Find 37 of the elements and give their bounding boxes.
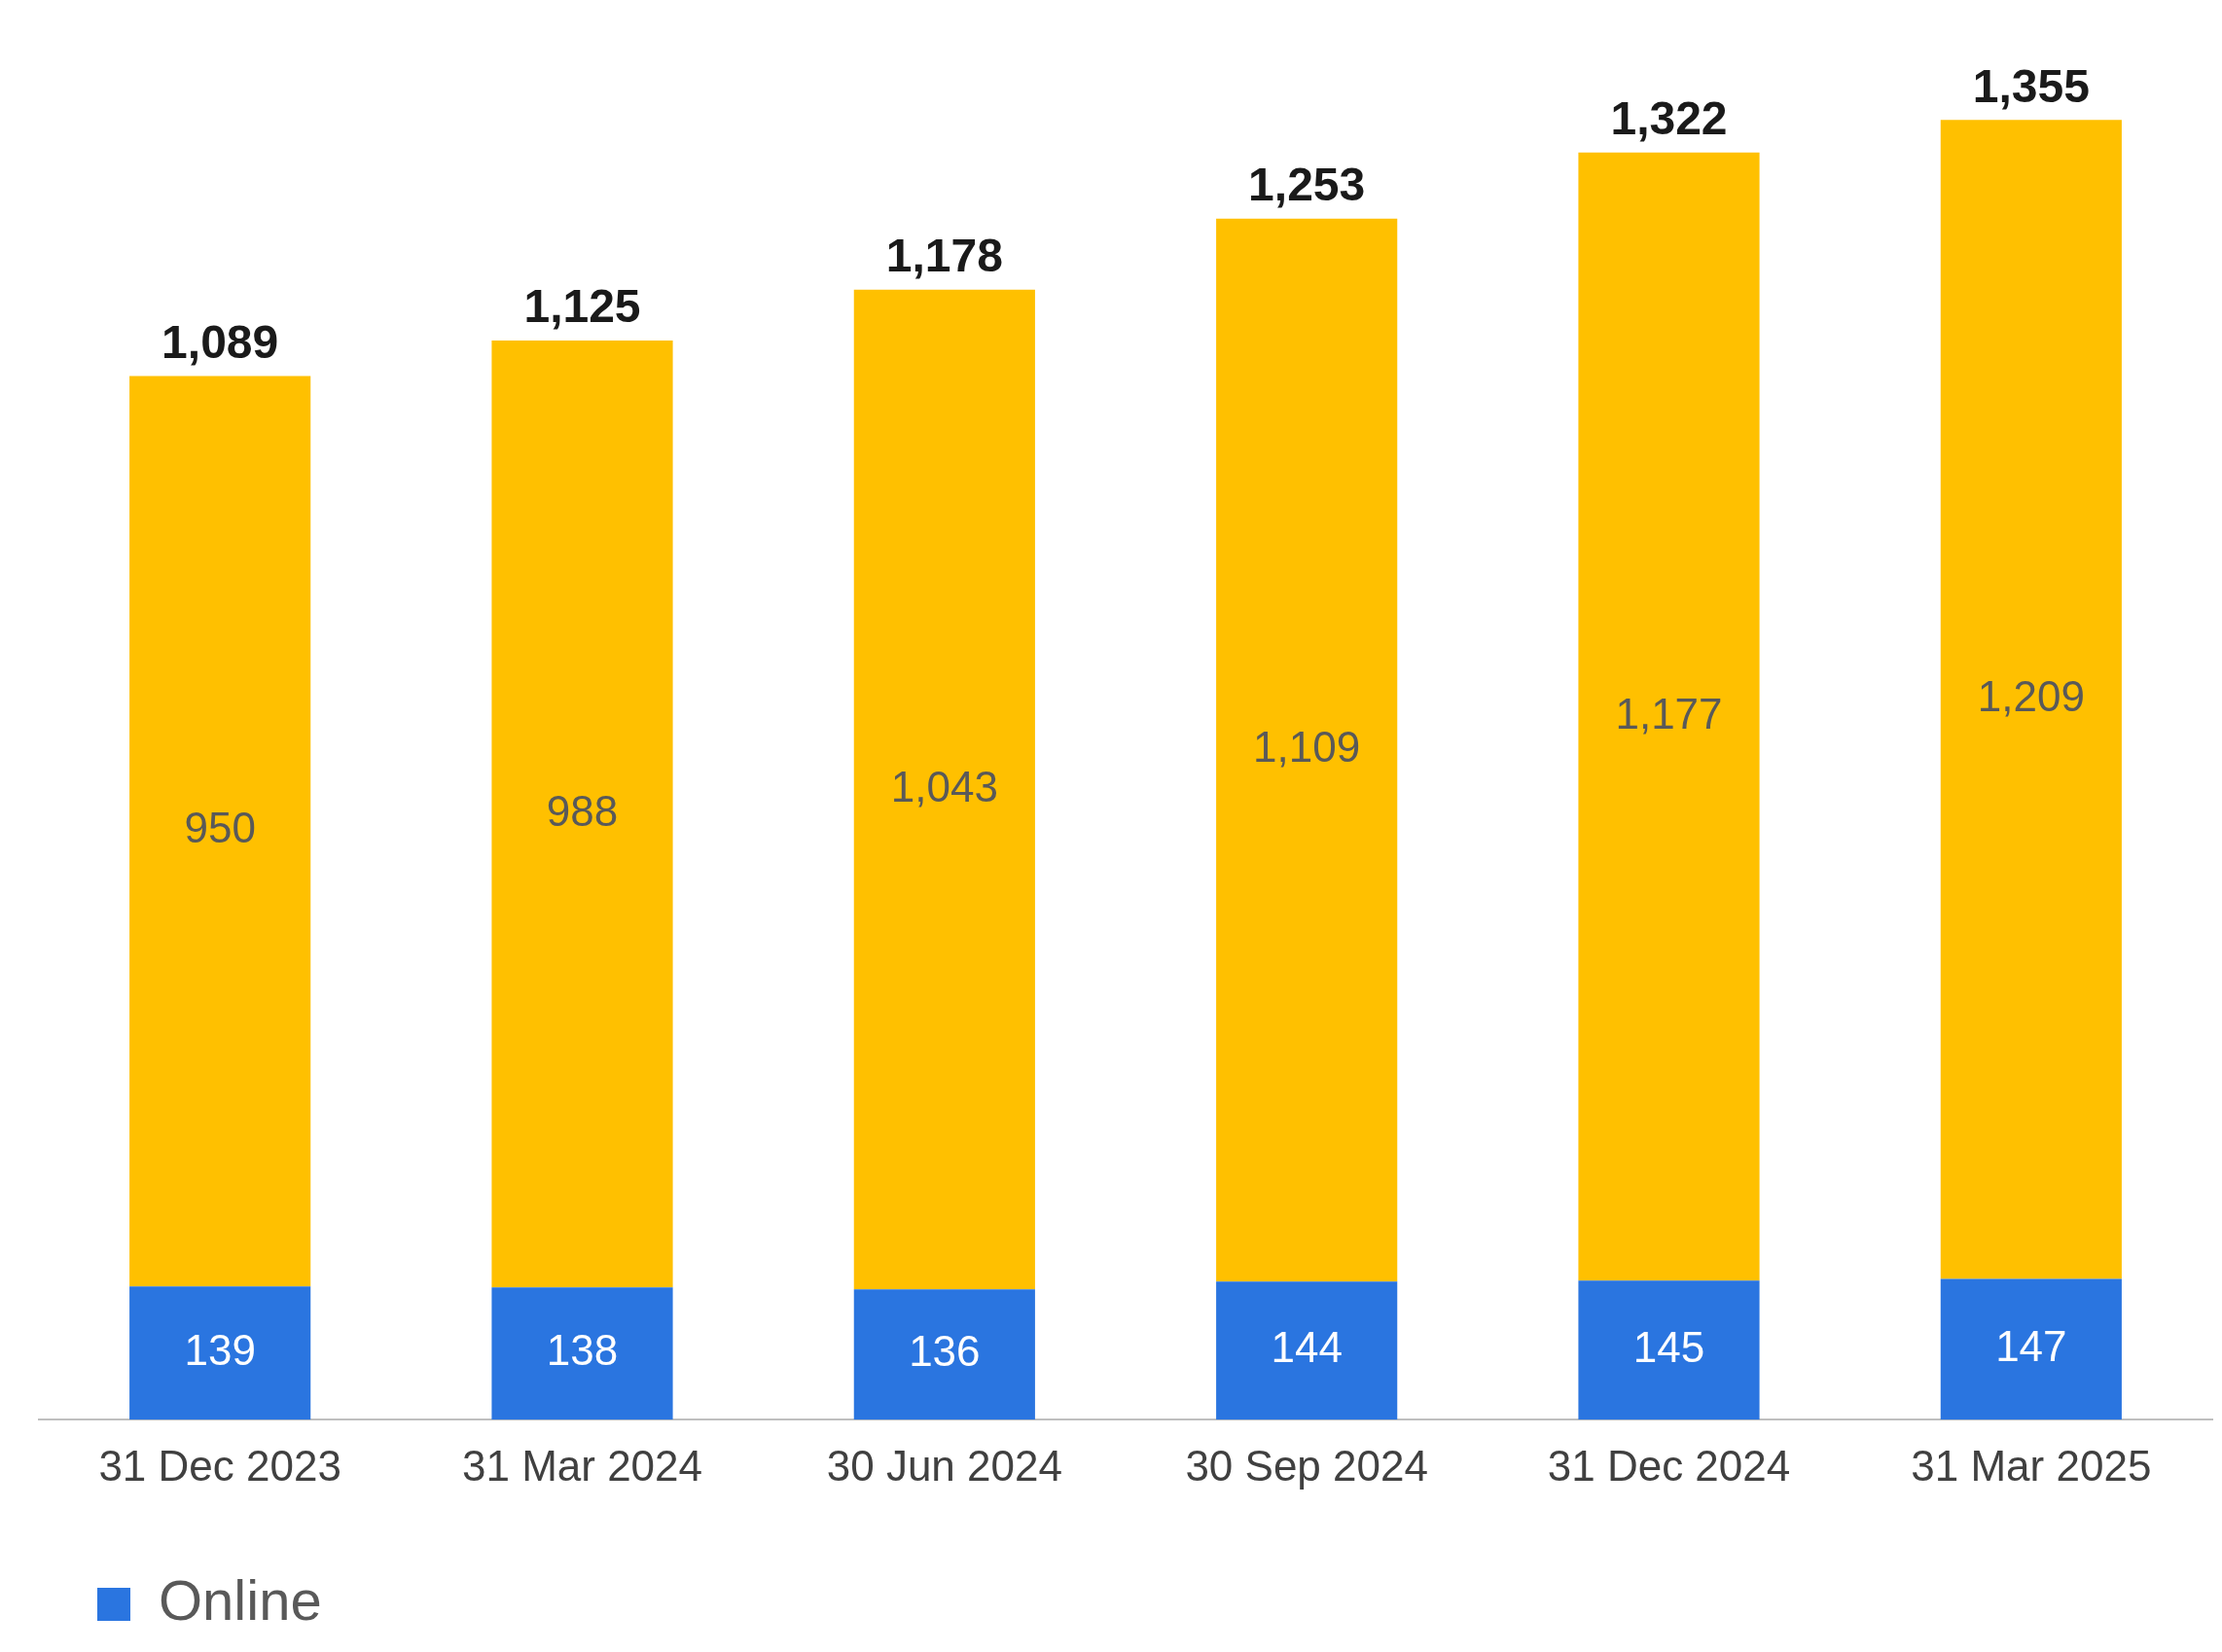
bar — [1578, 1280, 1760, 1420]
total-label: 1,322 — [1610, 92, 1728, 145]
bar — [853, 289, 1035, 1290]
data-label: 1,109 — [1253, 723, 1361, 772]
bar — [129, 1286, 311, 1420]
data-label: 1,209 — [1977, 672, 2085, 721]
bar — [129, 376, 311, 1287]
data-label: 139 — [184, 1325, 256, 1374]
x-tick-label: 31 Mar 2024 — [461, 1441, 703, 1490]
x-tick-label: 30 Sep 2024 — [1185, 1441, 1428, 1490]
data-label: 950 — [184, 804, 256, 852]
bar — [853, 1289, 1035, 1420]
data-label: 1,043 — [890, 762, 998, 810]
data-label: 988 — [546, 786, 619, 835]
data-label: 1,177 — [1615, 689, 1723, 737]
data-label: 147 — [1995, 1321, 2067, 1370]
bar — [1578, 152, 1760, 1281]
bar — [1940, 1278, 2122, 1420]
bar — [1216, 218, 1398, 1282]
data-label: 144 — [1271, 1323, 1343, 1372]
x-tick-label: 31 Mar 2025 — [1911, 1441, 2152, 1490]
data-label: 136 — [909, 1327, 981, 1376]
total-label: 1,125 — [523, 280, 641, 333]
bar — [491, 1287, 673, 1420]
total-label: 1,178 — [885, 229, 1003, 281]
total-label: 1,089 — [161, 315, 279, 368]
total-label: 1,355 — [1972, 59, 2090, 112]
x-tick-label: 30 Jun 2024 — [826, 1441, 1062, 1490]
data-label: 138 — [546, 1326, 619, 1375]
x-tick-label: 31 Dec 2023 — [98, 1441, 341, 1490]
x-tick-label: 31 Dec 2024 — [1547, 1441, 1791, 1490]
total-label: 1,253 — [1248, 159, 1366, 211]
bar — [1940, 120, 2122, 1279]
data-label: 145 — [1632, 1322, 1705, 1371]
bar — [491, 340, 673, 1288]
bar — [1216, 1281, 1398, 1420]
legend-label: Online — [159, 1568, 322, 1632]
